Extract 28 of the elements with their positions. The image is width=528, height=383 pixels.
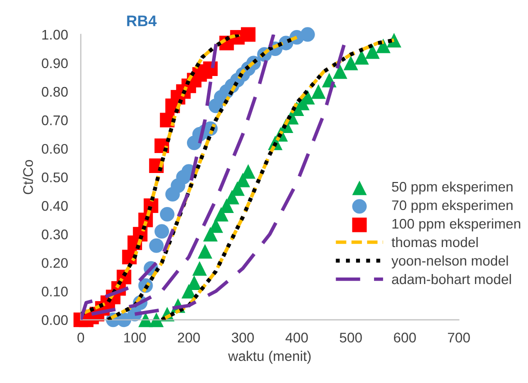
y-axis-title: Ct/Co bbox=[22, 160, 33, 194]
x-tick-label: 600 bbox=[394, 332, 416, 343]
x-tick-label: 700 bbox=[448, 332, 470, 343]
chart-title: RB4 bbox=[127, 16, 157, 26]
legend-label: 50 ppm eksperimen bbox=[392, 181, 512, 194]
x-tick-label: 0 bbox=[77, 332, 84, 343]
legend-label: adam-bohart model bbox=[392, 274, 511, 284]
y-tick-label: 0.20 bbox=[42, 258, 68, 268]
x-tick-label: 200 bbox=[178, 332, 200, 343]
y-tick-label: 0.10 bbox=[42, 286, 68, 296]
x-axis-title: waktu (menit) bbox=[228, 350, 311, 364]
x-tick-label: 400 bbox=[286, 332, 308, 343]
y-tick-label: 0.40 bbox=[42, 201, 68, 211]
x-tick-label: 500 bbox=[340, 332, 362, 343]
y-tick-label: 0.00 bbox=[42, 315, 68, 325]
y-tick-label: 0.60 bbox=[42, 144, 68, 154]
y-tick-label: 0.80 bbox=[42, 86, 68, 97]
y-tick-label: 0.70 bbox=[42, 115, 68, 126]
legend-label: yoon-nelson model bbox=[391, 255, 508, 268]
legend-label: thomas model bbox=[392, 236, 478, 248]
x-tick-label: 300 bbox=[232, 332, 254, 343]
legend-label: 70 ppm eksperimen bbox=[392, 200, 512, 213]
y-tick-label: 1.00 bbox=[42, 30, 68, 40]
x-tick-label: 100 bbox=[124, 332, 146, 343]
y-tick-label: 0.90 bbox=[42, 58, 68, 68]
y-tick-label: 0.30 bbox=[42, 230, 68, 240]
y-tick-label: 0.50 bbox=[42, 172, 68, 182]
legend-label: 100 ppm eksperimen bbox=[392, 218, 520, 232]
